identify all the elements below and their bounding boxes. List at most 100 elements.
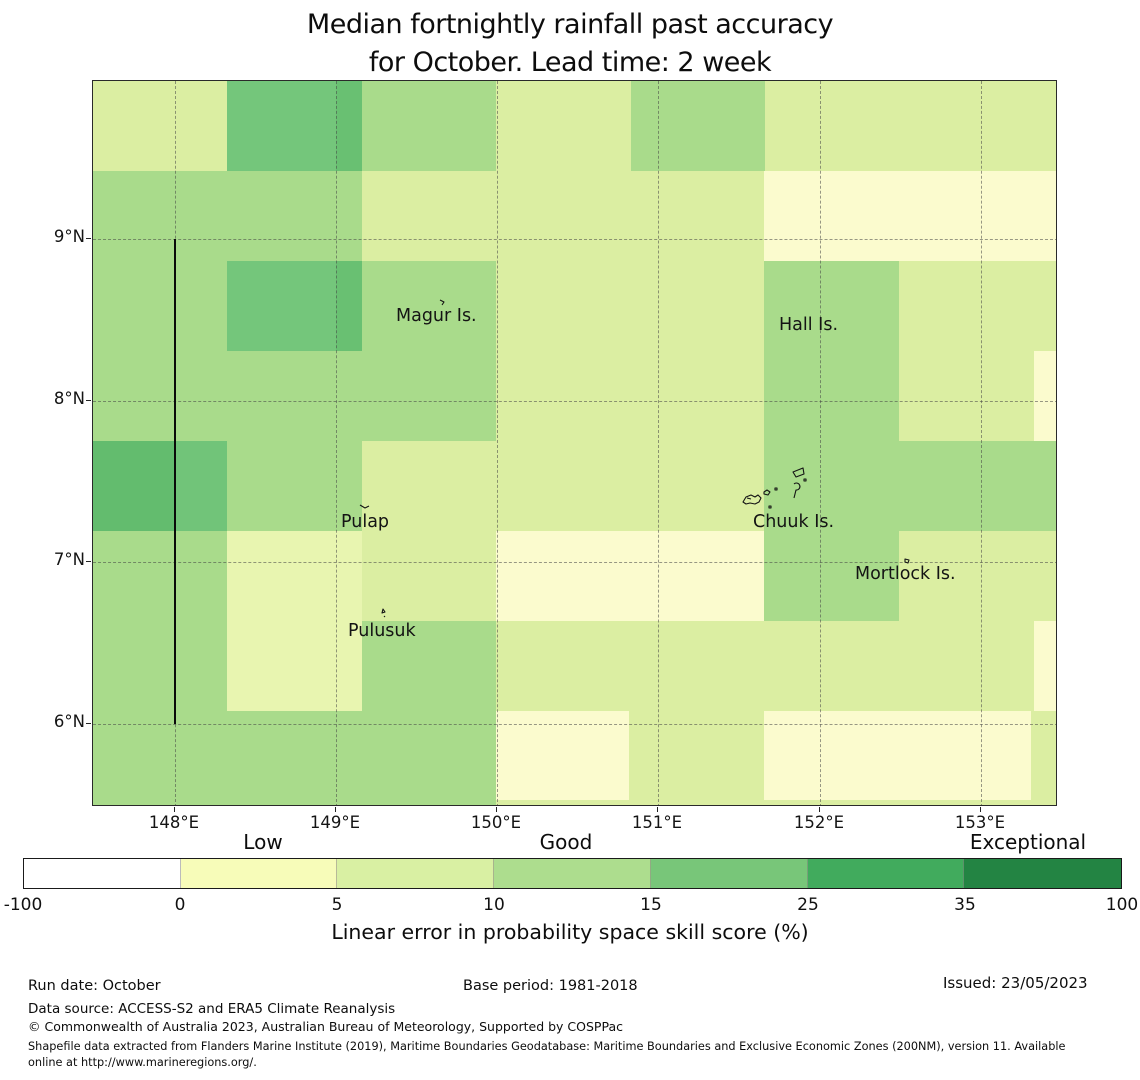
island-label: Magur Is. (396, 306, 477, 326)
colorbar-tick-label: 35 (954, 895, 976, 915)
grid-cell (227, 531, 362, 621)
y-axis-tick-label: 9°N (53, 227, 85, 246)
island-label: Chuuk Is. (753, 512, 835, 532)
x-axis-tickmark (496, 807, 497, 812)
grid-cell (362, 171, 764, 261)
shapefile-attribution-line: Shapefile data extracted from Flanders M… (28, 1040, 1066, 1053)
eez-boundary-line (174, 239, 176, 724)
colorbar-category-label: Good (539, 830, 593, 854)
latitude-gridline (93, 401, 1056, 402)
grid-cell (93, 261, 227, 351)
base-period-text: Base period: 1981-2018 (463, 978, 638, 994)
grid-cell (227, 81, 336, 171)
grid-cell (93, 81, 227, 171)
colorbar-segment (650, 859, 808, 888)
longitude-gridline (658, 81, 659, 805)
grid-cell (764, 171, 1056, 261)
y-axis-tickmark (86, 238, 91, 239)
grid-cell (227, 621, 362, 711)
x-axis-tick-label: 148°E (148, 813, 200, 832)
grid-cell (899, 351, 1034, 441)
colorbar-tick-label: -100 (3, 895, 43, 915)
colorbar-tick-label: 0 (174, 895, 186, 915)
chart-title-line2: for October. Lead time: 2 week (368, 47, 772, 78)
grid-cell (899, 531, 1056, 621)
grid-cell (175, 441, 227, 531)
grid-cell (764, 261, 899, 351)
x-axis-tick-label: 149°E (309, 813, 361, 832)
grid-cell (362, 81, 496, 171)
x-axis-tickmark (174, 807, 175, 812)
y-axis-tick-label: 8°N (53, 389, 85, 408)
grid-cell (496, 261, 764, 351)
colorbar-category-label: Exceptional (969, 830, 1087, 854)
y-axis-tick-label: 7°N (53, 550, 85, 569)
copyright-text: © Commonwealth of Australia 2023, Austra… (28, 1019, 623, 1034)
grid-cell (764, 711, 1031, 805)
colorbar-segment (964, 859, 1122, 888)
colorbar-segment (24, 859, 181, 888)
grid-cell (1034, 621, 1056, 711)
island-outlines (359, 299, 910, 618)
longitude-gridline (497, 81, 498, 805)
grid-cell (764, 531, 899, 621)
chart-title: Median fortnightly rainfall past accurac… (0, 6, 1140, 82)
colorbar-tick-label: 100 (1105, 895, 1139, 915)
pulusuk-islet (381, 608, 386, 618)
chart-title-line1: Median fortnightly rainfall past accurac… (306, 9, 834, 40)
longitude-gridline (820, 81, 821, 805)
chuuk-islet-dot (774, 487, 778, 491)
grid-cell (765, 81, 1056, 171)
longitude-gridline (981, 81, 982, 805)
grid-cell (496, 800, 1031, 805)
grid-cell (1031, 711, 1056, 805)
colorbar-caption: Linear error in probability space skill … (331, 920, 809, 944)
grid-cell (362, 441, 764, 531)
x-axis-tick-label: 151°E (631, 813, 683, 832)
shapefile-attribution-line: online at http://www.marineregions.org/. (28, 1056, 257, 1069)
x-axis-tickmark (335, 807, 336, 812)
chuuk-lagoon-outline (742, 494, 762, 505)
colorbar-tick-label: 5 (331, 895, 343, 915)
grid-cell (899, 261, 1056, 351)
chuuk-north-islet (792, 467, 805, 478)
colorbar-segment (807, 859, 965, 888)
grid-cell (227, 441, 362, 531)
y-axis-tickmark (86, 400, 91, 401)
grid-cell (362, 621, 496, 711)
grid-cell (496, 531, 764, 621)
grid-cell (496, 351, 764, 441)
grid-cell (764, 351, 899, 441)
colorbar-tick-label: 15 (640, 895, 662, 915)
colorbar-tick-label: 10 (483, 895, 505, 915)
latitude-gridline (93, 239, 1056, 240)
issued-date-text: Issued: 23/05/2023 (943, 974, 1088, 992)
mortlock-islet (904, 558, 910, 564)
grid-cell (227, 261, 336, 351)
x-axis-tickmark (980, 807, 981, 812)
grid-cell (764, 441, 1056, 531)
x-axis-tick-label: 153°E (954, 813, 1006, 832)
island-label: Pulap (341, 512, 390, 532)
latitude-gridline (93, 562, 1056, 563)
island-label: Pulusuk (348, 621, 416, 641)
island-label: Hall Is. (779, 315, 839, 335)
skill-colorbar (23, 858, 1122, 889)
chuuk-east-dot (803, 478, 807, 482)
x-axis-tick-label: 152°E (793, 813, 845, 832)
chuuk-islet-outline (763, 489, 771, 496)
x-axis-tick-label: 150°E (470, 813, 522, 832)
grid-cell (629, 711, 764, 805)
grid-cell (496, 621, 1034, 711)
grid-cell (336, 81, 362, 171)
grid-cell (362, 261, 496, 351)
grid-cell (93, 441, 175, 531)
latitude-gridline (93, 724, 1056, 725)
colorbar-segment (337, 859, 495, 888)
data-source-text: Data source: ACCESS-S2 and ERA5 Climate … (28, 1001, 396, 1017)
y-axis-tickmark (86, 561, 91, 562)
run-date-text: Run date: October (28, 978, 161, 994)
chuuk-hook-islet (793, 482, 801, 499)
colorbar-tick-label: 25 (797, 895, 819, 915)
grid-cell (93, 711, 496, 805)
